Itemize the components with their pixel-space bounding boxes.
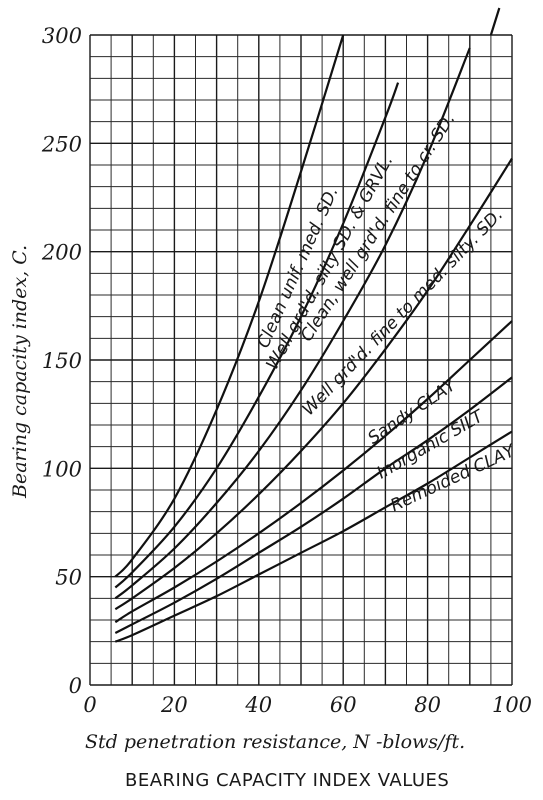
x-tick-label: 100 [492, 693, 532, 717]
x-tick-label: 20 [160, 693, 188, 717]
curve-series-1 [114, 34, 345, 578]
curve-series-7 [114, 430, 513, 643]
curve-series-5 [114, 320, 513, 624]
grid [89, 34, 513, 686]
x-tick-label: 40 [244, 693, 272, 717]
curve-series-4 [114, 157, 513, 611]
curve-extension [489, 7, 501, 36]
x-tick-label: 60 [330, 693, 357, 717]
curve-series-2 [114, 82, 400, 589]
y-tick-label: 200 [41, 241, 82, 265]
y-tick-label: 100 [42, 457, 82, 481]
y-tick-label: 150 [42, 349, 82, 373]
curve-labels: Clean unif. med. SD.Well grd'd. silty SD… [254, 110, 520, 517]
x-tick-label: 80 [414, 693, 441, 717]
x-tick-label: 0 [83, 693, 96, 717]
y-tick-label: 50 [55, 566, 82, 590]
chart-title: BEARING CAPACITY INDEX VALUES [125, 770, 449, 791]
y-axis-label: Bearing capacity index, C. [9, 245, 31, 499]
tick-labels: 0 20 40 60 80 100 0 50 100 150 200 250 300 [41, 24, 532, 717]
x-axis-label: Std penetration resistance, N -blows/ft. [85, 731, 465, 753]
curves [114, 7, 513, 643]
y-tick-label: 0 [69, 674, 82, 698]
y-tick-label: 250 [41, 132, 82, 156]
curve-series-6 [114, 376, 513, 634]
curve-series-3 [114, 47, 471, 600]
y-tick-label: 300 [42, 24, 82, 48]
